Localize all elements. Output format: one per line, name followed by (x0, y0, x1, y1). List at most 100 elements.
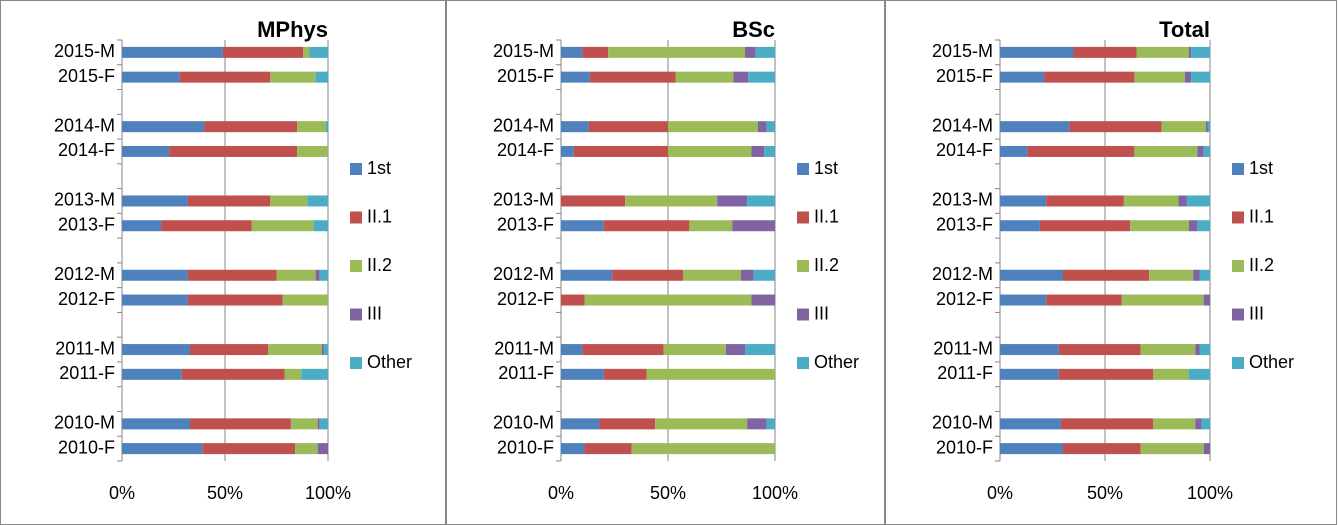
bar-segment (1201, 418, 1210, 430)
bar-segment (323, 344, 328, 356)
legend-label: Other (367, 352, 412, 372)
bar-segment (222, 46, 304, 58)
y-tick-label: 2012-M (932, 264, 993, 284)
bar-segment (297, 145, 328, 157)
bar-segment (1195, 418, 1202, 430)
y-tick-label: 2011-M (494, 338, 554, 358)
bar-segment (303, 46, 310, 58)
bar-segment (655, 418, 748, 430)
bar-segment (561, 46, 583, 58)
bar-segment (689, 220, 733, 232)
y-tick-label: 2012-M (54, 264, 115, 284)
bar-segment (1184, 71, 1192, 83)
bar-segment (675, 71, 734, 83)
bar-segment (757, 121, 767, 133)
bar-segment (1000, 145, 1028, 157)
bar-segment (561, 145, 574, 157)
bar-segment (1189, 46, 1192, 58)
bar-segment (189, 418, 291, 430)
bar-segment (725, 344, 746, 356)
legend-label: Other (1249, 352, 1294, 372)
bar-segment (582, 46, 609, 58)
bar-segment (1203, 294, 1210, 306)
x-tick-label: 50% (650, 483, 686, 503)
x-tick-label: 0% (987, 483, 1013, 503)
bar-segment (1060, 418, 1154, 430)
legend-label: II.2 (1249, 255, 1274, 275)
bar-segment (668, 145, 752, 157)
bar-segment (603, 220, 690, 232)
legend-swatch (350, 308, 362, 321)
bar-segment (122, 344, 190, 356)
bar-segment (1203, 443, 1210, 455)
bar-segment (307, 195, 328, 207)
bar-segment (747, 195, 775, 207)
bar-segment (1044, 71, 1135, 83)
y-tick-label: 2011-F (59, 363, 115, 383)
x-tick-label: 0% (109, 483, 135, 503)
bar-segment (317, 418, 320, 430)
y-tick-label: 2015-M (54, 41, 115, 61)
legend-label: II.1 (1249, 206, 1274, 226)
bar-segment (1199, 344, 1210, 356)
y-tick-label: 2010-M (54, 413, 115, 433)
bar-segment (561, 269, 613, 281)
legend-label: III (1249, 303, 1264, 323)
bar-segment (1000, 71, 1045, 83)
bar-segment (1027, 145, 1135, 157)
bar-segment (751, 145, 765, 157)
bar-segment (1000, 220, 1040, 232)
bar-segment (1161, 121, 1206, 133)
bar-segment (309, 46, 328, 58)
bar-segment (202, 443, 296, 455)
bar-segment (561, 121, 589, 133)
chart-title: MPhys (257, 17, 328, 42)
bar-segment (122, 294, 188, 306)
bar-segment (187, 269, 277, 281)
bar-segment (315, 71, 328, 83)
bar-segment (631, 443, 775, 455)
bar-segment (625, 195, 718, 207)
bar-segment (284, 368, 302, 380)
legend-swatch (797, 357, 809, 369)
bar-segment (122, 368, 182, 380)
y-tick-label: 2014-M (493, 115, 554, 135)
bar-segment (1189, 368, 1210, 380)
bar-segment (317, 443, 328, 455)
y-tick-label: 2010-F (58, 437, 115, 457)
bar-segment (1046, 294, 1122, 306)
y-tick-label: 2010-F (497, 437, 554, 457)
bar-segment (122, 195, 188, 207)
bar-segment (573, 145, 668, 157)
y-tick-label: 2011-M (933, 338, 993, 358)
bar-segment (1140, 344, 1196, 356)
legend-label: III (367, 303, 382, 323)
bar-segment (747, 418, 767, 430)
bar-segment (297, 121, 326, 133)
x-tick-label: 100% (305, 483, 351, 503)
bar-segment (766, 418, 775, 430)
y-tick-label: 2012-F (936, 289, 993, 309)
x-tick-label: 100% (1187, 483, 1233, 503)
y-tick-label: 2015-F (936, 66, 993, 86)
legend-swatch (797, 260, 809, 272)
bar-segment (588, 121, 668, 133)
bar-segment (1178, 195, 1187, 207)
y-tick-label: 2015-F (58, 66, 115, 86)
bar-segment (668, 121, 758, 133)
y-tick-label: 2011-F (937, 363, 993, 383)
bar-segment (187, 195, 271, 207)
legend-swatch (350, 211, 362, 224)
bar-segment (732, 220, 775, 232)
bar-segment (599, 418, 656, 430)
bar-segment (603, 368, 647, 380)
bar-segment (646, 368, 775, 380)
y-tick-label: 2010-M (932, 413, 993, 433)
bar-segment (1149, 269, 1194, 281)
x-tick-label: 50% (1087, 483, 1123, 503)
bar-segment (1000, 195, 1047, 207)
bar-segment (325, 121, 328, 133)
bar-segment (1063, 443, 1141, 455)
legend-label: II.1 (367, 206, 392, 226)
bar-segment (717, 195, 748, 207)
